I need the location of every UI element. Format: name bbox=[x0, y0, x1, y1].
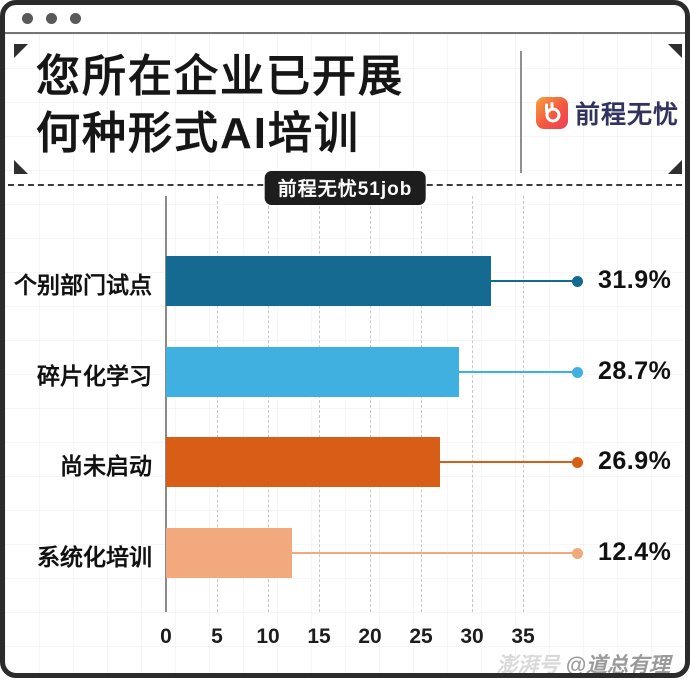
brand-name: 前程无忧 bbox=[575, 101, 680, 129]
page-title-line1: 您所在企业已开展 bbox=[36, 52, 404, 101]
category-label: 系统化培训 bbox=[37, 544, 152, 570]
hand-glyph bbox=[545, 102, 561, 123]
watermark-author: @道总有理 bbox=[565, 654, 670, 677]
window-titlebar bbox=[5, 5, 685, 34]
x-tick-5: 5 bbox=[211, 625, 223, 648]
x-tick-35: 35 bbox=[511, 625, 535, 648]
x-tick-10: 10 bbox=[256, 625, 280, 648]
x-tick-25: 25 bbox=[409, 625, 433, 648]
gridline-20 bbox=[370, 196, 371, 612]
page-title-line2: 何种形式AI培训 bbox=[36, 109, 360, 158]
bar-2 bbox=[166, 347, 459, 397]
gridline-10 bbox=[268, 196, 269, 612]
x-tick-30: 30 bbox=[460, 625, 484, 648]
value-label: 12.4% bbox=[598, 538, 672, 566]
gridline-5 bbox=[217, 196, 218, 612]
value-label: 31.9% bbox=[598, 266, 672, 294]
bar-3 bbox=[166, 437, 441, 487]
gridline-15 bbox=[319, 196, 320, 612]
page-title: 您所在企业已开展 何种形式AI培训 bbox=[36, 48, 506, 162]
x-tick-20: 20 bbox=[358, 625, 382, 648]
gridline-35 bbox=[523, 196, 524, 612]
leader-dot-icon bbox=[572, 275, 583, 287]
value-label: 28.7% bbox=[598, 357, 672, 385]
category-label: 尚未启动 bbox=[60, 453, 152, 479]
leader-dot-icon bbox=[572, 456, 583, 468]
gridline-25 bbox=[421, 196, 422, 612]
category-label: 碎片化学习 bbox=[37, 363, 152, 389]
window-control-dot-icon bbox=[46, 13, 57, 24]
brand-logo: 前程无忧 bbox=[536, 95, 679, 131]
category-label: 个别部门试点 bbox=[14, 272, 152, 298]
leader-dot-icon bbox=[572, 366, 583, 378]
x-tick-15: 15 bbox=[307, 625, 331, 648]
leader-line bbox=[458, 371, 573, 373]
leader-line bbox=[491, 280, 573, 282]
51job-hand-logo-icon bbox=[536, 97, 568, 129]
gridline-30 bbox=[472, 196, 473, 612]
y-axis-line bbox=[165, 196, 167, 612]
leader-line bbox=[440, 461, 573, 463]
watermark: 澎湃号 @道总有理 bbox=[497, 649, 670, 679]
x-tick-0: 0 bbox=[160, 625, 172, 648]
bar-1 bbox=[166, 256, 492, 306]
bar-4 bbox=[166, 528, 293, 578]
leader-dot-icon bbox=[572, 547, 583, 559]
window-control-dot-icon bbox=[70, 13, 81, 24]
source-badge: 前程无忧51job bbox=[264, 171, 426, 205]
window-control-dot-icon bbox=[22, 13, 33, 24]
leader-line bbox=[292, 552, 573, 554]
title-logo-divider bbox=[520, 51, 522, 173]
value-label: 26.9% bbox=[598, 447, 672, 475]
watermark-platform: 澎湃号 bbox=[496, 654, 560, 677]
